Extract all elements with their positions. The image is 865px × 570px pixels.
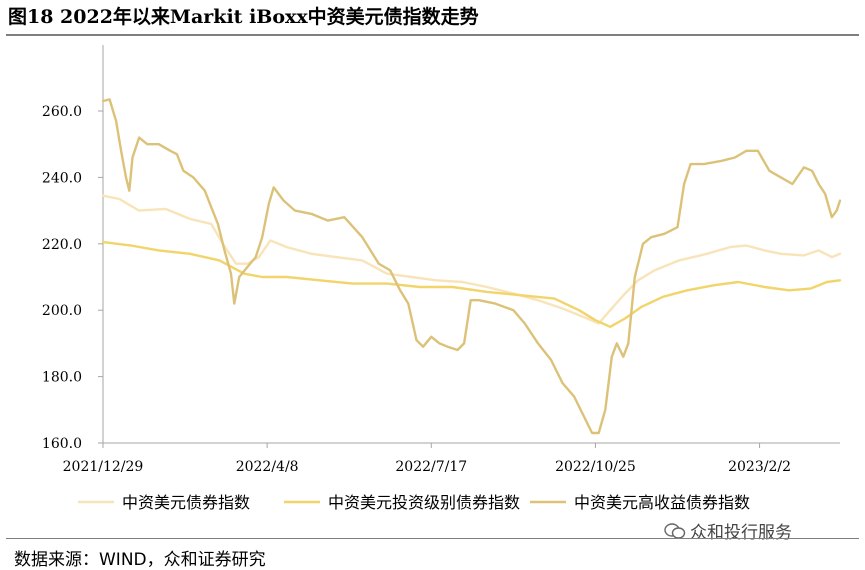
- watermark: 众和投行服务: [664, 518, 792, 543]
- title-divider: [6, 34, 859, 36]
- x-tick-label: 2022/4/8: [236, 459, 299, 475]
- x-tick-label: 2022/7/17: [395, 459, 467, 475]
- source-note: 数据来源：WIND，众和证券研究: [14, 550, 266, 570]
- chart-title: 图18 2022年以来Markit iBoxx中资美元债指数走势: [8, 6, 479, 28]
- legend-label-1: 中资美元债券指数: [122, 493, 250, 512]
- y-tick-label: 160.0: [42, 436, 82, 452]
- x-tick-label: 2022/10/25: [555, 459, 636, 475]
- series-line-1: [101, 194, 842, 325]
- series-line-3: [101, 98, 842, 435]
- x-tick-label: 2021/12/29: [63, 459, 144, 475]
- legend-label-3: 中资美元高收益债券指数: [574, 493, 750, 512]
- series-line-2: [101, 240, 842, 328]
- watermark-text: 众和投行服务: [690, 523, 792, 543]
- legend: 中资美元债券指数 中资美元投资级别债券指数 中资美元高收益债券指数: [78, 493, 750, 512]
- y-tick-label: 180.0: [42, 370, 82, 386]
- series-layer: [101, 98, 842, 435]
- legend-label-2: 中资美元投资级别债券指数: [328, 493, 520, 512]
- axes-layer: 160.0 180.0 200.0 220.0 240.0 260.0 2021/12/29…: [42, 45, 840, 475]
- x-tick-label: 2023/2/2: [728, 459, 791, 475]
- footer-divider: [6, 538, 859, 539]
- y-tick-label: 200.0: [42, 303, 82, 319]
- y-tick-label: 240.0: [42, 170, 82, 186]
- y-tick-label: 220.0: [42, 237, 82, 253]
- wechat-icon: [664, 522, 686, 539]
- y-tick-label: 260.0: [42, 104, 82, 120]
